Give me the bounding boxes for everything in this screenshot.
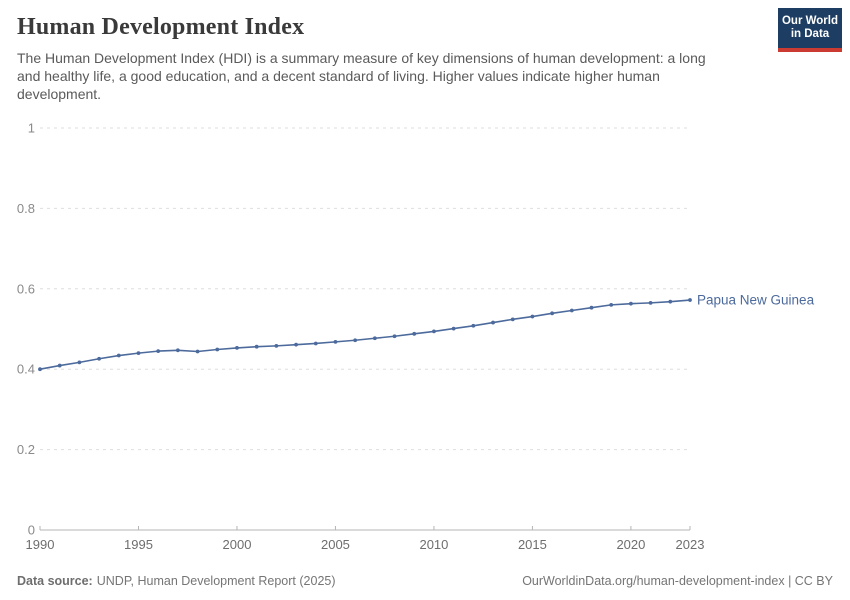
owid-logo: Our World in Data: [778, 8, 842, 52]
data-point[interactable]: [412, 331, 417, 336]
y-axis-tick-label: 1: [28, 121, 35, 136]
y-axis-tick-label: 0.8: [17, 201, 35, 216]
data-point[interactable]: [235, 345, 239, 350]
x-axis-tick-label: 1990: [26, 537, 55, 552]
data-point[interactable]: [175, 348, 180, 353]
chart-header: Human Development Index The Human Develo…: [17, 14, 760, 103]
data-point[interactable]: [372, 336, 377, 341]
x-axis-tick-label: 1995: [124, 537, 153, 552]
data-point[interactable]: [530, 314, 535, 319]
data-point[interactable]: [353, 338, 358, 343]
x-axis-tick-label: 2023: [676, 537, 705, 552]
data-point[interactable]: [274, 343, 279, 348]
data-point[interactable]: [432, 329, 436, 334]
data-point[interactable]: [294, 342, 298, 347]
data-point[interactable]: [97, 356, 101, 361]
y-axis-tick-label: 0.2: [17, 442, 35, 457]
entity-label[interactable]: Papua New Guinea: [697, 293, 815, 308]
data-point[interactable]: [688, 298, 692, 302]
x-axis-tick-label: 2010: [419, 537, 448, 552]
data-point[interactable]: [215, 347, 220, 352]
data-point[interactable]: [254, 344, 259, 349]
x-axis-tick-label: 2005: [321, 537, 350, 552]
page-title: Human Development Index: [17, 14, 305, 40]
data-point[interactable]: [195, 349, 200, 354]
data-point[interactable]: [156, 349, 161, 354]
data-point[interactable]: [38, 367, 42, 372]
subtitle-line: and healthy life, a good education, and …: [17, 68, 660, 85]
data-point[interactable]: [510, 317, 515, 322]
data-point[interactable]: [491, 320, 495, 325]
owid-logo-line1: Our World: [781, 15, 838, 27]
owid-link[interactable]: OurWorldinData.org/human-development-ind…: [522, 574, 833, 588]
owid-logo-line2: in Data: [790, 28, 830, 40]
data-point[interactable]: [648, 300, 653, 305]
x-axis-tick-label: 2000: [223, 537, 252, 552]
data-point[interactable]: [77, 360, 82, 365]
data-point[interactable]: [136, 351, 141, 356]
data-point[interactable]: [116, 353, 121, 358]
x-axis-tick-label: 2020: [616, 537, 645, 552]
data-point[interactable]: [668, 299, 673, 304]
data-point[interactable]: [313, 341, 318, 346]
data-source-text: UNDP, Human Development Report (2025): [96, 574, 336, 588]
y-axis-tick-label: 0: [28, 523, 35, 538]
subtitle-line: The Human Development Index (HDI) is a s…: [17, 50, 706, 67]
data-point[interactable]: [589, 305, 594, 310]
chart-subtitle: The Human Development Index (HDI) is a s…: [17, 49, 760, 103]
data-source: Data source: UNDP, Human Development Repo…: [17, 574, 336, 588]
data-point[interactable]: [57, 363, 62, 368]
data-point[interactable]: [451, 326, 456, 331]
data-point[interactable]: [471, 323, 476, 328]
y-axis-tick-label: 0.4: [17, 362, 35, 377]
data-point[interactable]: [569, 308, 574, 313]
data-point[interactable]: [609, 302, 614, 307]
data-point[interactable]: [550, 311, 555, 316]
data-point[interactable]: [392, 334, 397, 339]
hdi-line[interactable]: [39, 299, 691, 371]
y-axis-tick-label: 0.6: [17, 281, 35, 296]
x-axis-tick-label: 2015: [518, 537, 547, 552]
data-point[interactable]: [629, 301, 633, 306]
chart-footer: Data source: UNDP, Human Development Repo…: [17, 574, 833, 588]
subtitle-line: development.: [17, 86, 102, 103]
data-source-label: Data source:: [17, 574, 93, 588]
data-point[interactable]: [333, 339, 338, 344]
